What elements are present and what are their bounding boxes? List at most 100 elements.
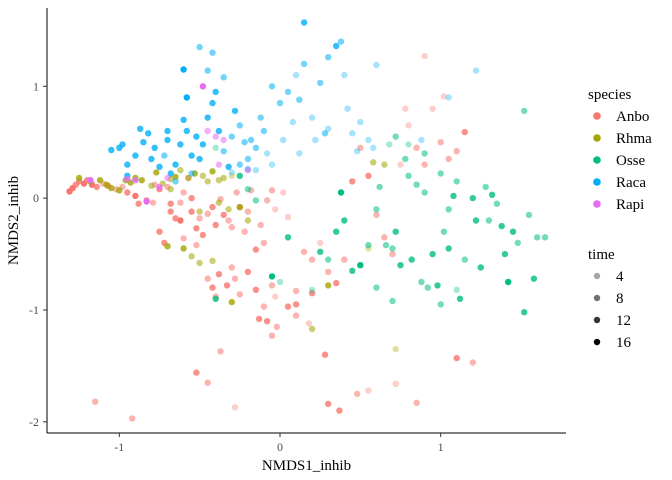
data-point-rapi xyxy=(143,198,150,205)
legend-label-time-8: 8 xyxy=(616,291,624,307)
data-point-raca xyxy=(276,99,284,107)
legend-key-rapi xyxy=(593,200,601,208)
data-point-anbo xyxy=(92,398,99,405)
data-point-anbo xyxy=(252,286,260,293)
data-point-anbo xyxy=(188,194,195,202)
data-point-raca xyxy=(137,125,144,132)
data-point-osse xyxy=(472,217,480,224)
x-tick-label: -1 xyxy=(114,440,124,454)
data-point-osse xyxy=(236,172,243,179)
data-point-anbo xyxy=(156,228,163,235)
y-axis-title: NMDS2_inhib xyxy=(6,176,22,265)
data-point-raca xyxy=(151,144,158,151)
legend-label-time-12: 12 xyxy=(616,313,631,329)
data-point-raca xyxy=(180,116,187,124)
data-point-anbo xyxy=(389,250,396,258)
data-point-rapi xyxy=(244,167,252,174)
data-point-rhma xyxy=(188,253,195,260)
data-point-anbo xyxy=(284,303,292,310)
data-point-osse xyxy=(325,256,332,263)
data-point-rhma xyxy=(180,245,187,252)
data-point-anbo xyxy=(204,379,211,386)
data-point-rapi xyxy=(199,83,207,90)
data-point-anbo xyxy=(263,197,271,204)
data-point-anbo xyxy=(305,320,313,327)
data-point-raca xyxy=(177,141,184,148)
data-point-rhma xyxy=(370,159,377,166)
data-point-raca xyxy=(349,130,356,137)
data-point-raca xyxy=(373,61,380,69)
data-point-osse xyxy=(456,295,464,302)
data-point-anbo xyxy=(93,183,101,191)
data-point-osse xyxy=(405,141,412,148)
data-point-anbo xyxy=(453,148,460,155)
data-point-osse xyxy=(402,155,409,163)
data-point-raca xyxy=(280,136,287,144)
data-point-raca xyxy=(333,42,340,50)
data-point-rhma xyxy=(138,177,145,184)
data-point-anbo xyxy=(365,387,372,394)
data-point-osse xyxy=(461,256,468,263)
data-point-raca xyxy=(172,161,179,168)
data-point-rhma xyxy=(167,186,174,193)
data-point-rhma xyxy=(199,172,207,179)
data-point-anbo xyxy=(215,271,223,278)
data-point-anbo xyxy=(180,235,187,242)
data-point-anbo xyxy=(193,225,200,232)
data-point-anbo xyxy=(397,161,404,168)
data-point-osse xyxy=(505,278,512,286)
data-point-anbo xyxy=(188,208,195,215)
data-point-anbo xyxy=(199,231,207,239)
data-point-rhma xyxy=(215,199,223,206)
data-point-anbo xyxy=(317,239,324,247)
data-point-anbo xyxy=(257,221,264,229)
data-point-raca xyxy=(252,167,260,174)
data-point-rhma xyxy=(308,325,316,333)
data-point-anbo xyxy=(167,208,174,215)
data-point-rapi xyxy=(87,177,94,184)
data-point-osse xyxy=(405,172,412,179)
data-point-rapi xyxy=(215,161,223,168)
data-point-anbo xyxy=(233,189,240,196)
data-point-osse xyxy=(477,264,484,271)
data-point-anbo xyxy=(244,208,252,215)
data-point-raca xyxy=(317,79,324,87)
data-point-rhma xyxy=(148,182,155,189)
data-point-rhma xyxy=(220,174,227,182)
data-point-raca xyxy=(325,54,332,61)
data-point-raca xyxy=(183,127,190,135)
data-point-raca xyxy=(196,155,203,163)
data-point-osse xyxy=(453,178,460,185)
data-point-anbo xyxy=(421,161,428,168)
data-point-raca xyxy=(296,96,303,103)
data-point-anbo xyxy=(272,293,279,300)
data-point-rhma xyxy=(209,168,216,175)
legend-key-raca xyxy=(593,178,601,186)
data-point-anbo xyxy=(373,211,380,219)
data-point-raca xyxy=(247,136,255,144)
data-point-raca xyxy=(257,114,264,121)
data-point-anbo xyxy=(241,228,248,235)
data-point-raca xyxy=(344,105,351,112)
data-point-anbo xyxy=(437,139,444,146)
data-point-raca xyxy=(119,141,126,148)
legend-key-time-12 xyxy=(593,316,601,324)
data-point-anbo xyxy=(421,52,428,60)
y-tick-label: 1 xyxy=(33,79,39,93)
data-point-rhma xyxy=(103,181,110,188)
data-point-raca xyxy=(199,141,207,148)
x-tick-label: 1 xyxy=(438,440,444,454)
data-point-anbo xyxy=(308,290,316,297)
data-point-osse xyxy=(437,301,444,308)
data-point-anbo xyxy=(325,400,332,408)
data-point-osse xyxy=(382,241,390,249)
data-point-anbo xyxy=(193,369,200,376)
data-point-rhma xyxy=(96,177,104,184)
data-point-osse xyxy=(488,191,496,198)
data-point-anbo xyxy=(149,199,157,206)
data-point-anbo xyxy=(180,189,187,196)
data-point-raca xyxy=(172,178,179,185)
data-point-raca xyxy=(472,67,480,74)
data-point-osse xyxy=(493,200,501,207)
data-point-anbo xyxy=(228,224,235,231)
